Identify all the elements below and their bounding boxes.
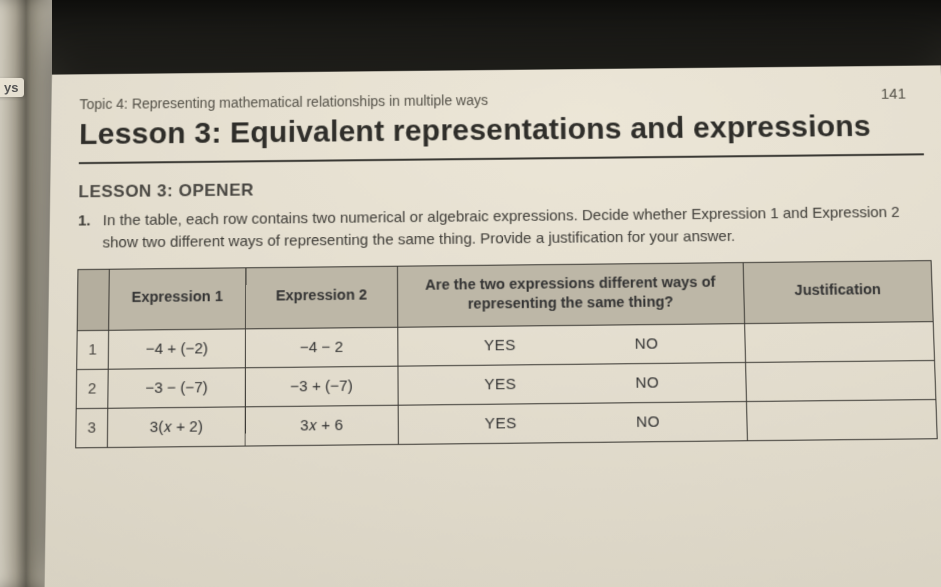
- choice-no: NO: [636, 413, 660, 431]
- book-spine: ys: [0, 0, 52, 587]
- question-text: In the table, each row contains two nume…: [102, 202, 926, 255]
- header-question: Are the two expressions different ways o…: [397, 262, 744, 327]
- expressions-table: Expression 1 Expression 2 Are the two ex…: [75, 260, 938, 448]
- question-1: 1. In the table, each row contains two n…: [78, 202, 926, 255]
- header-expr1: Expression 1: [109, 267, 246, 330]
- cell-yesno: YES NO: [398, 323, 745, 366]
- previous-page-tab: ys: [0, 78, 24, 97]
- cell-expr2: −4 − 2: [245, 327, 398, 367]
- table-header-row: Expression 1 Expression 2 Are the two ex…: [77, 260, 933, 330]
- choice-yes: YES: [484, 336, 516, 354]
- choice-yes: YES: [485, 414, 517, 432]
- row-number: 1: [77, 330, 109, 369]
- cell-expr1: −4 + (−2): [108, 328, 245, 368]
- cell-yesno: YES NO: [398, 362, 746, 405]
- choice-no: NO: [634, 335, 658, 353]
- choice-no: NO: [635, 374, 659, 392]
- cell-justification: [746, 399, 937, 440]
- cell-justification: [744, 321, 934, 362]
- row-number: 2: [76, 369, 108, 408]
- table-row: 3 3(𝑥 + 2) 3𝑥 + 6 YES NO: [76, 399, 938, 447]
- header-justification: Justification: [743, 260, 933, 323]
- cell-expr2: 3𝑥 + 6: [245, 405, 398, 446]
- cell-expr1: 3(𝑥 + 2): [107, 406, 245, 447]
- header-expr2: Expression 2: [245, 266, 397, 329]
- cell-yesno: YES NO: [398, 401, 747, 444]
- textbook-page: Topic 4: Representing mathematical relat…: [44, 65, 941, 587]
- page-number: 141: [880, 86, 906, 103]
- question-number: 1.: [78, 210, 91, 254]
- topic-line: Topic 4: Representing mathematical relat…: [79, 87, 922, 112]
- photo-scene: ys Topic 4: Representing mathematical re…: [0, 0, 941, 587]
- choice-yes: YES: [484, 375, 516, 393]
- header-corner: [77, 269, 109, 331]
- opener-heading: LESSON 3: OPENER: [78, 173, 925, 202]
- cell-expr1: −3 − (−7): [108, 367, 245, 408]
- title-rule: [79, 153, 924, 164]
- row-number: 3: [76, 408, 108, 448]
- cell-expr2: −3 + (−7): [245, 366, 398, 407]
- lesson-title: Lesson 3: Equivalent representations and…: [79, 109, 924, 152]
- cell-justification: [745, 360, 936, 401]
